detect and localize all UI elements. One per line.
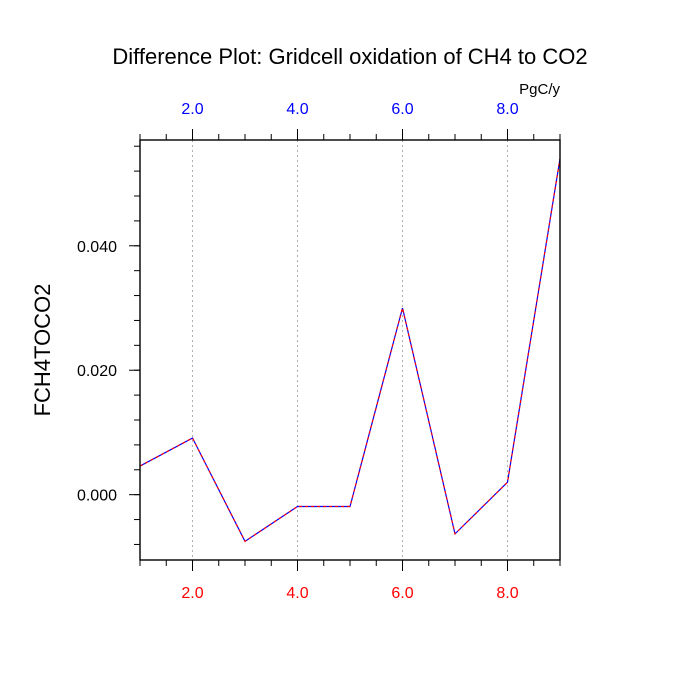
plot-frame (139, 139, 561, 561)
x-tick-label-top-0: 2.0 (181, 101, 203, 118)
x-tick-label-bottom-0: 2.0 (181, 585, 203, 602)
x-tick-label-bottom-1: 4.0 (286, 585, 308, 602)
minor-ticks (134, 134, 561, 566)
grid-lines (192, 140, 508, 560)
x-tick-label-top-1: 4.0 (286, 101, 308, 118)
y-tick-label-2: 0.040 (77, 239, 117, 256)
tick-labels: 2.0 2.0 4.0 4.0 6.0 6.0 8.0 8.0 0.000 0.020 0.040 (77, 101, 519, 602)
series-line-0 (139, 158, 561, 543)
series-lines (139, 158, 561, 543)
top-axis-unit-label: PgC/y (519, 81, 560, 98)
x-tick-label-bottom-3: 8.0 (496, 585, 518, 602)
series-line-0-dashed (139, 158, 561, 543)
y-tick-label-1: 0.020 (77, 363, 117, 380)
x-tick-label-top-2: 6.0 (391, 101, 413, 118)
x-tick-label-top-3: 8.0 (496, 101, 518, 118)
y-axis-label: FCH4TOCO2 (30, 284, 55, 417)
major-ticks (129, 129, 508, 571)
x-tick-label-bottom-2: 6.0 (391, 585, 413, 602)
y-tick-label-0: 0.000 (77, 488, 117, 505)
chart-title: Difference Plot: Gridcell oxidation of C… (112, 44, 587, 69)
